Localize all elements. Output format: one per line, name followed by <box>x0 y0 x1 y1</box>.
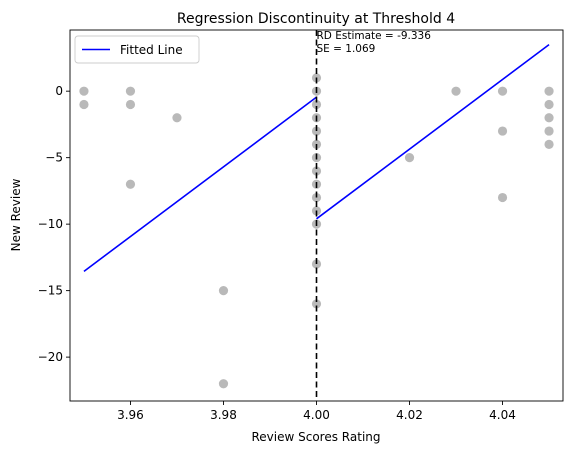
y-tick-label: −10 <box>38 217 63 231</box>
data-point <box>544 139 554 149</box>
x-tick-label: 4.00 <box>303 408 330 422</box>
data-point <box>497 192 508 203</box>
data-point <box>311 192 322 203</box>
data-point <box>544 113 554 123</box>
data-point <box>451 86 461 96</box>
data-point <box>311 259 322 269</box>
x-axis: 3.96 3.98 4.00 4.02 4.04 <box>117 401 516 422</box>
legend-box <box>74 35 200 64</box>
y-tick-label: −20 <box>38 350 63 364</box>
data-point <box>544 126 554 136</box>
data-point <box>311 99 322 110</box>
fitted-line-segment <box>83 96 317 272</box>
scatter-points <box>79 73 554 389</box>
data-point <box>497 126 508 136</box>
data-point <box>544 86 554 96</box>
data-point <box>544 99 554 110</box>
x-tick-label: 3.98 <box>210 408 237 422</box>
fitted-line-segment <box>316 43 550 220</box>
y-tick-label: −5 <box>45 151 63 165</box>
y-tick-label: −15 <box>38 284 63 298</box>
data-point <box>79 99 89 110</box>
annotation-text: SE = 1.069 <box>317 43 376 55</box>
y-axis: 0 −5 −10 −15 −20 <box>38 84 70 364</box>
data-point <box>404 153 415 163</box>
fitted-line <box>83 43 550 272</box>
x-tick-label: 4.02 <box>396 408 423 422</box>
data-point <box>172 113 182 123</box>
data-point <box>311 299 322 309</box>
y-axis-label: New Review <box>9 178 23 251</box>
chart-title: Regression Discontinuity at Threshold 4 <box>177 11 455 27</box>
data-point <box>218 286 229 296</box>
x-tick-label: 4.04 <box>489 408 516 422</box>
annotation-text: RD Estimate = -9.336 <box>317 30 432 42</box>
y-tick-label: 0 <box>55 84 63 98</box>
data-point <box>79 86 89 96</box>
data-point <box>125 86 136 96</box>
legend: Fitted Line <box>74 35 200 64</box>
data-point <box>311 126 322 136</box>
data-point <box>497 86 508 96</box>
data-point <box>218 379 229 389</box>
data-point <box>125 179 136 189</box>
data-point <box>311 166 322 176</box>
data-point <box>125 99 136 110</box>
legend-entry-fitted-line: Fitted Line <box>120 43 183 57</box>
x-tick-label: 3.96 <box>117 408 144 422</box>
x-axis-label: Review Scores Rating <box>252 430 381 444</box>
